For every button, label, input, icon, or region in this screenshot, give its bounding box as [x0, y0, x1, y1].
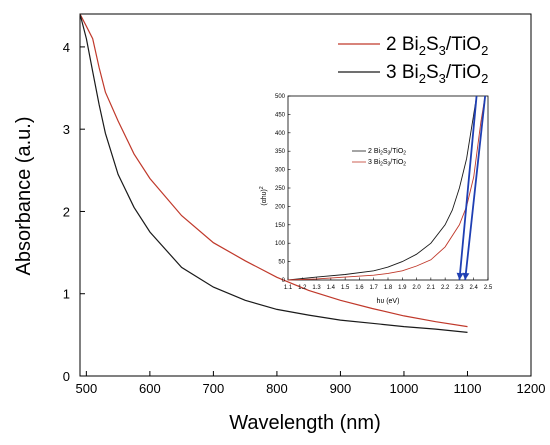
- inset-xlabel: hυ (eV): [377, 298, 400, 305]
- main-legend: 2 Bi2S3/TiO2 3 Bi2S3/TiO2: [338, 34, 488, 86]
- main-y-tick-label: 2: [63, 204, 70, 219]
- inset-tangent-arrowhead-2: [462, 272, 470, 280]
- main-x-tick-label: 900: [330, 381, 352, 396]
- inset-tangent-line-2: [464, 95, 487, 281]
- inset-x-tick-label: 1.8: [384, 285, 393, 291]
- inset-y-tick-label: 0: [282, 278, 286, 284]
- main-x-tick-label: 1000: [389, 381, 418, 396]
- inset-x-tick-label: 1.2: [298, 285, 307, 291]
- inset-x-tick-label: 1.4: [327, 285, 336, 291]
- inset-x-tick-label: 1.5: [341, 285, 350, 291]
- inset-series: [287, 95, 487, 281]
- inset-y-tick-label: 250: [275, 186, 286, 192]
- inset-ylabel: (αhυ)2: [259, 186, 268, 205]
- inset-ylabel-group: (αhυ)2: [259, 186, 268, 205]
- main-x-tick-label: 600: [139, 381, 161, 396]
- inset-x-tick-label: 2.3: [455, 285, 464, 291]
- inset-y-tick-label: 50: [278, 260, 285, 266]
- inset-legend: 2 Bi2S3/TiO2 3 Bi2S3/TiO2: [352, 148, 406, 168]
- main-x-tick-label: 800: [266, 381, 288, 396]
- inset-y-tick-label: 450: [275, 112, 286, 118]
- inset-y-tick-label: 100: [275, 241, 286, 247]
- inset-legend-label: 3 Bi2S3/TiO2: [368, 159, 406, 168]
- inset-x-tick-label: 1.9: [398, 285, 407, 291]
- inset-x-tick-label: 2.0: [412, 285, 421, 291]
- inset-x-tick-label: 1.7: [370, 285, 379, 291]
- inset-x-tick-label: 2.2: [441, 285, 450, 291]
- main-x-tick-label: 1200: [517, 381, 546, 396]
- inset-y-tick-label: 200: [275, 204, 286, 210]
- inset-x-tick-label: 2.1: [427, 285, 436, 291]
- main-legend-label: 3 Bi2S3/TiO2: [386, 62, 488, 86]
- inset-x-tick-label: 2.5: [484, 285, 493, 291]
- main-ylabel: Absorbance (a.u.): [13, 117, 35, 276]
- inset-y-tick-label: 500: [275, 94, 286, 100]
- main-series-line-2: [79, 13, 468, 333]
- inset-x-tick-label: 1.3: [312, 285, 321, 291]
- main-x-tick-label: 1100: [453, 381, 481, 396]
- inset-y-tick-label: 300: [275, 168, 286, 174]
- main-y-tick-label: 1: [63, 287, 70, 302]
- inset-x-tick-label: 1.1: [284, 285, 293, 291]
- inset-y-tick-label: 150: [275, 223, 286, 229]
- main-y-tick-label: 3: [63, 122, 70, 137]
- main-x-tick-label: 500: [76, 381, 98, 396]
- inset-legend-label: 2 Bi2S3/TiO2: [368, 148, 406, 157]
- inset-y-tick-label: 400: [275, 131, 286, 137]
- main-y-tick-label: 0: [63, 369, 70, 384]
- inset-ticks: 1.1 1.2 1.3 1.4 1.5 1.6 1.7 1.8 1.9 2.0 2.1 2.2 2.3 2…: [275, 94, 493, 291]
- inset-tangent-arrowhead-1: [456, 272, 464, 280]
- inset-y-tick-label: 350: [275, 149, 286, 155]
- inset-series-line-2: [287, 95, 486, 281]
- main-xlabel: Wavelength (nm): [229, 412, 381, 434]
- main-series: [79, 13, 468, 333]
- inset-tangent-line-1: [458, 95, 478, 281]
- main-series-line-1: [79, 13, 468, 328]
- inset-background: [288, 96, 488, 280]
- inset-x-tick-label: 1.6: [355, 285, 364, 291]
- main-legend-label: 2 Bi2S3/TiO2: [386, 34, 488, 58]
- main-plot-frame: [79, 13, 532, 377]
- main-y-tick-label: 4: [63, 40, 70, 55]
- main-x-tick-label: 700: [203, 381, 225, 396]
- inset-x-tick-label: 2.4: [470, 285, 479, 291]
- inset-series-line-1: [287, 95, 478, 281]
